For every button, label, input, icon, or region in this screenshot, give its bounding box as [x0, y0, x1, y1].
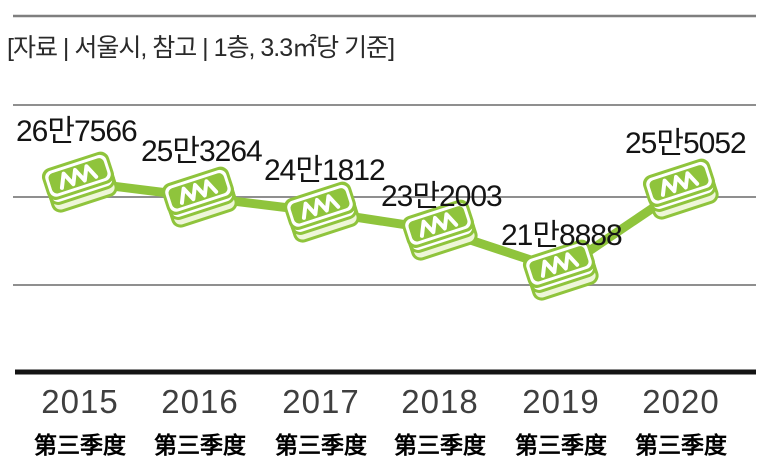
- source-note: [자료 | 서울시, 참고 | 1층, 3.3㎡당 기준]: [7, 34, 395, 62]
- data-label-2018: 23만2003: [381, 180, 503, 213]
- data-label-2019: 21만8888: [501, 219, 623, 252]
- data-label-2020: 25만5052: [625, 127, 747, 160]
- x-sublabel-2018: 第三季度: [394, 432, 486, 458]
- x-tick-2019: 2019: [522, 383, 600, 420]
- money-stack-icon-2015: [37, 147, 123, 216]
- x-sublabel-2017: 第三季度: [275, 432, 367, 458]
- x-tick-2017: 2017: [282, 383, 360, 420]
- x-sublabel-2020: 第三季度: [635, 432, 727, 458]
- money-stack-icon-2020: [638, 154, 724, 223]
- money-stack-icon-2016: [157, 162, 243, 231]
- x-tick-2015: 2015: [41, 383, 119, 420]
- x-tick-2018: 2018: [401, 383, 479, 420]
- data-label-2015: 26만7566: [16, 115, 138, 148]
- x-tick-2020: 2020: [642, 383, 720, 420]
- x-sublabel-2016: 第三季度: [154, 432, 246, 458]
- x-tick-2016: 2016: [161, 383, 239, 420]
- data-label-2016: 25만3264: [141, 135, 263, 168]
- x-sublabel-2019: 第三季度: [515, 432, 607, 458]
- x-sublabel-2015: 第三季度: [34, 432, 126, 458]
- data-label-2017: 24만1812: [264, 154, 386, 187]
